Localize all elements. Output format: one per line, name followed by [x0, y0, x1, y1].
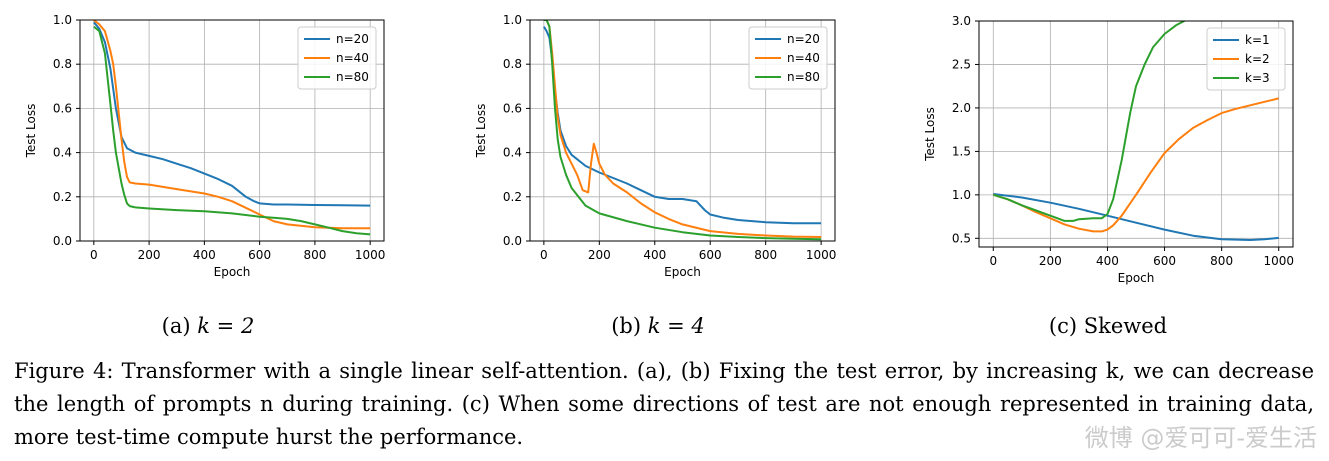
chart-a-series-n80-line: [93, 25, 371, 236]
chart-b-ytick-label: 0.6: [503, 101, 522, 115]
chart-c-xtick-label: 1000: [1263, 254, 1294, 268]
chart-c-xtick-label: 0: [989, 254, 997, 268]
chart-a-legend-label: n=80: [336, 70, 369, 84]
chart-a-legend-label: n=40: [336, 51, 369, 65]
chart-b-xtick-label: 400: [643, 248, 666, 262]
chart-b-ytick-label: 0.8: [503, 57, 522, 71]
figure-charts: 0 200 400 600 800 1000 0.0 0.2 0.4 0.6 0.8 1.0 Epoch…: [24, 13, 1294, 285]
chart-c-legend-label: k=2: [1245, 52, 1270, 66]
chart-b-xtick-label: 1000: [806, 248, 837, 262]
chart-a-ytick-label: 0.2: [53, 190, 72, 204]
chart-a-ytick-label: 1.0: [53, 13, 72, 27]
chart-c-xtick-label: 800: [1210, 254, 1233, 268]
chart-c-xtick-label: 600: [1153, 254, 1176, 268]
chart-a: 0 200 400 600 800 1000 0.0 0.2 0.4 0.6 0.8 1.0 Epoch…: [24, 13, 385, 279]
chart-c-frame: [978, 20, 1294, 248]
chart-a-frame: [79, 19, 385, 242]
chart-b-xtick-label: 800: [754, 248, 777, 262]
chart-a-series-n40-line: [93, 20, 371, 230]
chart-c-ytick-label: 1.5: [952, 144, 971, 158]
chart-a-legend-label: n=20: [336, 32, 369, 46]
chart-b-legend-label: n=80: [787, 70, 820, 84]
chart-b-ytick-label: 0.4: [503, 146, 522, 160]
chart-c-series-k3-line: [993, 21, 1187, 222]
chart-c-ylabel: Test Loss: [923, 107, 937, 162]
subcaption-c: (c) Skewed: [1049, 314, 1167, 338]
chart-c-legend-label: k=1: [1245, 33, 1270, 47]
chart-c: 0 200 400 600 800 1000 0.5 1.0 1.5 2.0 2.5 3.0 Epoch…: [923, 14, 1294, 285]
watermark: 微博 @爱可可-爱生活: [1084, 424, 1317, 452]
chart-a-series-n20-line: [93, 21, 371, 207]
subcaption-b-label: (b): [611, 314, 642, 338]
subcaption-c-text: Skewed: [1083, 314, 1168, 338]
chart-b-xtick-label: 200: [588, 248, 611, 262]
chart-b-xtick-label: 600: [699, 248, 722, 262]
chart-b-ytick-label: 0.2: [503, 190, 522, 204]
chart-a-xtick-label: 200: [138, 248, 161, 262]
chart-c-legend-label: k=3: [1245, 71, 1270, 85]
chart-a-legend-box: [297, 26, 377, 90]
chart-a-ytick-label: 0.8: [53, 57, 72, 71]
subcaption-b-math: k = 4: [647, 314, 705, 338]
chart-a-xtick-label: 800: [303, 248, 326, 262]
figure-caption: Figure 4: Transformer with a single line…: [14, 359, 1314, 449]
chart-b-ylabel: Test Loss: [474, 104, 488, 159]
chart-b-frame: [529, 19, 836, 242]
chart-a-ytick-label: 0.0: [53, 234, 72, 248]
chart-a-ytick-label: 0.4: [53, 146, 72, 160]
chart-b-xlabel: Epoch: [664, 265, 701, 279]
chart-c-xtick-label: 400: [1096, 254, 1119, 268]
subcaption-a-label: (a): [161, 314, 191, 338]
chart-b-ytick-label: 1.0: [503, 13, 522, 27]
subcaption-a: (a) k = 2: [162, 314, 255, 338]
subcaption-c-label: (c): [1048, 314, 1078, 338]
chart-c-series-k2-line: [993, 97, 1279, 233]
chart-b-legend-box: [748, 26, 828, 90]
chart-c-xtick-label: 200: [1039, 254, 1062, 268]
subcaption-a-math: k = 2: [197, 314, 255, 338]
chart-a-xlabel: Epoch: [214, 265, 251, 279]
chart-b-series-n80-line: [543, 20, 822, 241]
chart-b-legend-label: n=40: [787, 51, 820, 65]
chart-c-ytick-label: 0.5: [952, 231, 971, 245]
chart-b-legend: n=20 n=40 n=80: [748, 26, 828, 90]
chart-b-series-n40-line: [543, 20, 822, 238]
chart-a-xtick-label: 0: [90, 248, 98, 262]
chart-b-xtick-label: 0: [540, 248, 548, 262]
chart-c-xlabel: Epoch: [1118, 271, 1155, 285]
chart-c-legend-box: [1206, 27, 1286, 91]
chart-c-ytick-label: 3.0: [952, 14, 971, 28]
chart-c-legend: k=1 k=2 k=3: [1206, 27, 1286, 91]
chart-b-legend-label: n=20: [787, 32, 820, 46]
chart-b-ytick-label: 0.0: [503, 234, 522, 248]
chart-a-ylabel: Test Loss: [24, 104, 38, 159]
chart-a-legend: n=20 n=40 n=80: [297, 26, 377, 90]
chart-c-ytick-label: 1.0: [952, 188, 971, 202]
chart-a-xtick-label: 600: [248, 248, 271, 262]
chart-b: 0 200 400 600 800 1000 0.0 0.2 0.4 0.6 0.8 1.0 Epoch…: [474, 13, 836, 279]
chart-c-ytick-label: 2.0: [952, 101, 971, 115]
subcaption-b: (b) k = 4: [611, 314, 705, 338]
chart-a-xtick-label: 1000: [355, 248, 386, 262]
chart-a-xtick-label: 400: [193, 248, 216, 262]
chart-c-ytick-label: 2.5: [952, 57, 971, 71]
chart-a-ytick-label: 0.6: [53, 101, 72, 115]
chart-c-series-k1-line: [993, 193, 1279, 241]
